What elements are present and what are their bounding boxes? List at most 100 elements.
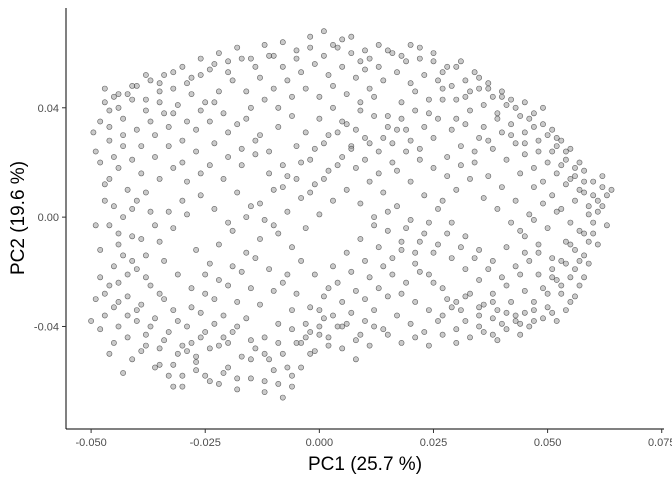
- data-point: [247, 375, 254, 382]
- data-point: [115, 230, 122, 237]
- data-point: [371, 214, 377, 220]
- data-point: [357, 107, 364, 114]
- data-point: [307, 44, 314, 51]
- data-point: [202, 99, 209, 106]
- data-point: [215, 342, 222, 349]
- data-point: [508, 298, 514, 305]
- data-point: [403, 279, 409, 286]
- data-point: [298, 69, 304, 76]
- data-point: [371, 222, 377, 229]
- data-point: [261, 350, 268, 357]
- data-point: [357, 331, 364, 338]
- data-point: [430, 50, 437, 56]
- data-point: [558, 162, 565, 169]
- data-point: [549, 192, 556, 199]
- data-point: [197, 192, 204, 199]
- data-point: [412, 298, 419, 305]
- data-point: [220, 110, 227, 117]
- data-point: [111, 203, 117, 210]
- data-point: [97, 159, 104, 166]
- data-point: [206, 66, 213, 73]
- data-point: [508, 132, 514, 138]
- data-point: [380, 189, 387, 196]
- data-point: [430, 58, 437, 65]
- data-point: [298, 257, 304, 264]
- data-point: [101, 197, 108, 204]
- data-point: [179, 372, 186, 379]
- data-point: [425, 110, 432, 117]
- data-point: [453, 326, 460, 333]
- data-point: [307, 33, 314, 40]
- data-point: [412, 249, 419, 256]
- data-point: [115, 164, 122, 171]
- data-point: [439, 85, 446, 92]
- data-point: [220, 370, 227, 376]
- data-point: [197, 170, 204, 177]
- data-point: [215, 88, 222, 95]
- data-point: [480, 329, 487, 335]
- data-point: [421, 230, 428, 237]
- data-point: [106, 124, 113, 130]
- data-point: [471, 255, 478, 261]
- data-point: [348, 50, 355, 56]
- data-point: [581, 178, 587, 185]
- data-point: [293, 143, 300, 149]
- data-point: [88, 318, 94, 324]
- data-point: [115, 323, 122, 330]
- data-point: [384, 293, 391, 300]
- data-point: [581, 252, 587, 259]
- data-point: [311, 348, 318, 354]
- data-point: [380, 263, 387, 270]
- data-point: [270, 287, 277, 294]
- data-point: [147, 323, 154, 330]
- data-point: [243, 315, 250, 322]
- data-point: [540, 200, 546, 207]
- data-point: [517, 113, 524, 119]
- data-point: [348, 268, 355, 275]
- data-point: [142, 252, 149, 259]
- data-point: [289, 372, 295, 379]
- data-point: [462, 93, 469, 100]
- data-point: [476, 304, 482, 311]
- data-point: [599, 184, 606, 190]
- data-point: [266, 170, 272, 177]
- data-point: [535, 148, 542, 155]
- data-point: [225, 219, 231, 226]
- data-point: [211, 61, 218, 67]
- data-point: [142, 189, 149, 196]
- data-point: [307, 189, 314, 196]
- data-point: [270, 186, 277, 193]
- data-point: [97, 274, 104, 281]
- data-point: [471, 148, 478, 155]
- data-point: [270, 222, 277, 229]
- data-point: [362, 296, 368, 302]
- data-point: [197, 55, 204, 62]
- data-point: [531, 164, 537, 171]
- data-point: [184, 178, 190, 185]
- data-point: [549, 266, 556, 272]
- data-point: [567, 241, 574, 248]
- data-point: [489, 145, 496, 152]
- data-point: [129, 83, 136, 89]
- data-point: [526, 257, 533, 264]
- data-point: [174, 271, 181, 278]
- data-point: [330, 263, 336, 270]
- data-point: [202, 271, 209, 278]
- data-point: [120, 214, 126, 220]
- data-point: [156, 88, 163, 95]
- data-point: [156, 175, 163, 182]
- data-point: [261, 334, 268, 341]
- data-point: [549, 274, 556, 281]
- data-point: [348, 309, 355, 316]
- data-point: [215, 380, 222, 387]
- data-point: [316, 323, 323, 330]
- data-point: [398, 290, 405, 297]
- data-point: [494, 115, 501, 122]
- data-point: [311, 271, 318, 278]
- data-point: [138, 348, 145, 354]
- data-point: [220, 334, 227, 341]
- data-point: [453, 339, 460, 346]
- data-point: [97, 246, 104, 253]
- data-point: [375, 63, 382, 70]
- data-point: [476, 277, 482, 283]
